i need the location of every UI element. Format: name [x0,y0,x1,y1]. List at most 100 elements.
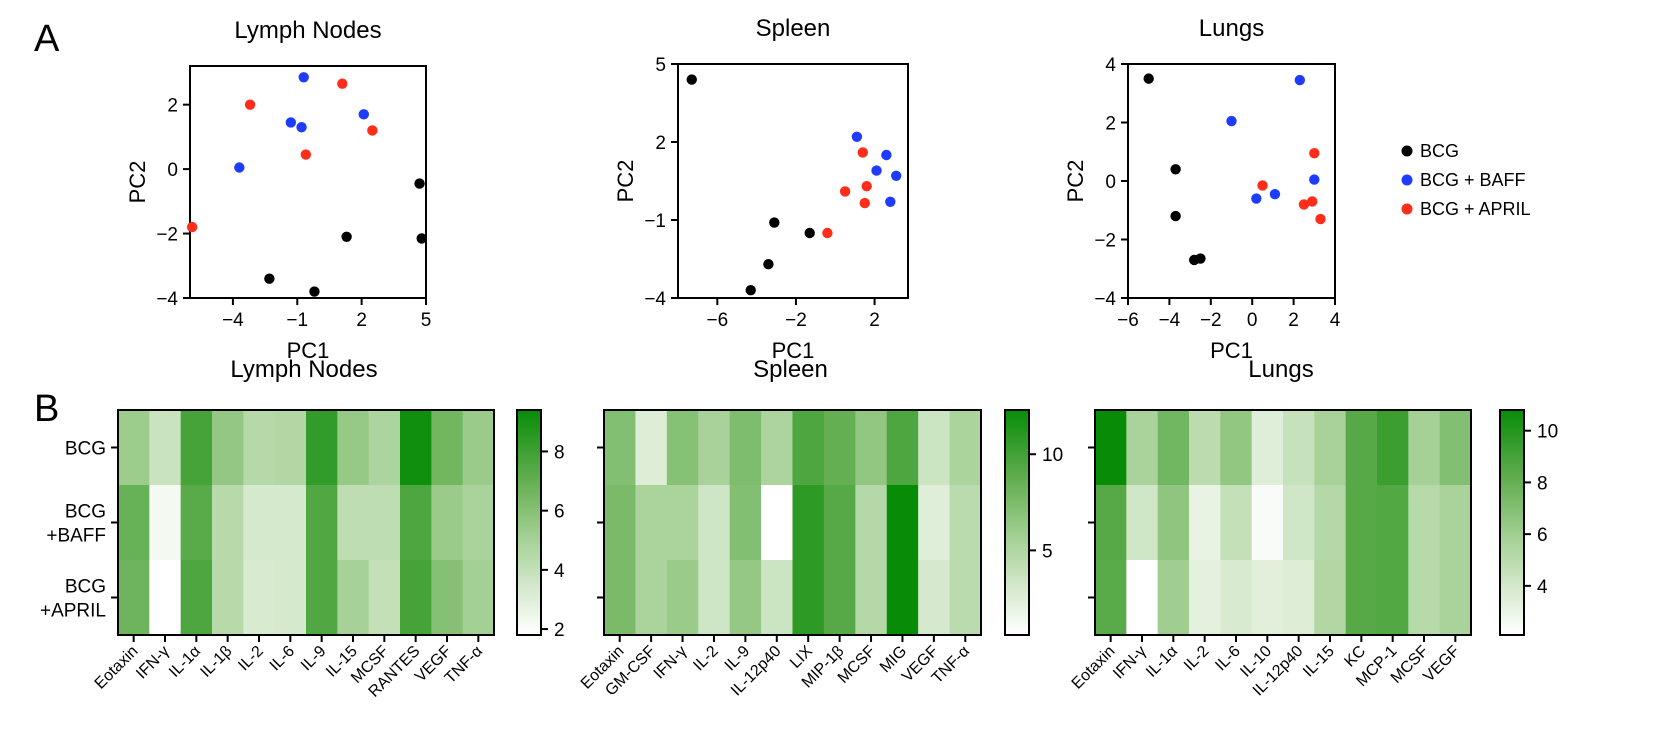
heatmap-cell [604,485,637,561]
heatmap-cell [1251,560,1284,636]
heatmap-cell [1283,485,1315,561]
heatmap-cell [180,560,213,636]
row-label-line: BCG [65,502,106,523]
heatmap-cell [431,560,464,636]
data-point [234,162,245,173]
heatmap-cell [243,560,276,636]
heatmap-cell [949,560,982,636]
heatmap-cell [149,485,182,561]
heatmap-cell [604,410,637,486]
heatmap-cell [1439,410,1472,486]
heatmap-cell [1220,485,1253,561]
heatmap-cell [1314,410,1347,486]
data-point [358,109,369,120]
x-tick-label: −4 [1159,310,1181,331]
colorbar-tick-label: 8 [554,442,565,463]
heatmap-cell [666,485,699,561]
heatmap-cell [118,560,150,636]
data-point [414,178,425,189]
data-point [1257,180,1268,191]
heatmap-cell [1157,410,1190,486]
data-point [1143,73,1154,84]
chart-title: Lymph Nodes [230,356,377,383]
colorbar-tick-label: 10 [1042,445,1063,466]
row-label: BCG +APRIL [40,577,106,622]
heatmap-cell [855,410,888,486]
data-point [763,259,774,270]
data-point [1170,210,1181,222]
chart-title: Spleen [756,15,831,42]
heatmap-cell [1251,485,1284,561]
x-axis-title: PC1 [287,338,330,363]
heatmap-cell [1251,410,1284,486]
heatmap-cell [855,485,888,561]
heatmap-cell [1283,560,1315,636]
heatmap-cell [792,560,825,636]
heatmap-cell [1314,560,1347,636]
heatmap-cell [118,485,150,561]
y-tick-label: −4 [156,289,178,310]
series-bcg-april [1257,148,1326,225]
x-tick-label: −4 [222,310,244,331]
column-label: IL-1β [197,643,235,681]
x-tick-label: −1 [286,310,308,331]
heatmap-cell [1189,485,1221,561]
y-tick-label: −1 [644,211,666,232]
data-point [309,286,320,297]
legend: BCG BCG + BAFF BCG + APRIL [1401,141,1531,219]
series-bcg [264,178,427,297]
data-point [1309,148,1320,159]
row-label: BCG +BAFF [46,502,106,547]
heatmap-cell [823,485,856,561]
colorbar-tick-label: 2 [554,620,565,641]
series-bcg-april [822,147,872,239]
column-label: IL-2 [690,643,722,675]
data-point [341,231,352,242]
heatmap-cell [1095,410,1127,486]
heatmap-cell [462,410,495,486]
heatmap-cell [761,410,794,486]
heatmap-cell [666,560,699,636]
heatmap-cell [306,485,338,561]
heatmap-cell [666,410,699,486]
data-point [686,74,697,85]
chart-title: Lungs [1199,15,1264,42]
data-point [416,233,427,244]
colorbar-tick-label: 5 [1042,541,1053,562]
heatmap-cell [792,485,825,561]
heatmap-cell [698,410,731,486]
y-tick-label: 4 [1105,55,1116,76]
column-label: IL-2 [235,643,267,675]
heatmap-cell [1095,560,1127,636]
data-point [1195,253,1206,264]
chart-title: Spleen [753,356,828,383]
data-point [1170,164,1181,175]
heatmap-cell [918,410,951,486]
data-point [871,165,882,176]
data-point [822,227,833,239]
column-label: IFN-γ [1110,643,1150,683]
column-label: IFN-γ [133,643,173,683]
colorbar [1004,409,1030,636]
colorbar [516,409,542,636]
x-tick-label: 2 [869,310,880,331]
plot-frame [1127,63,1336,299]
heatmap-cell [368,410,401,486]
heatmap-cell [149,560,182,636]
row-label-line: BCG [65,577,106,598]
heatmap-cell [368,560,401,636]
heatmap-cell [823,410,856,486]
series-bcg-baff [851,131,902,207]
data-point [885,196,896,207]
data-point [298,72,309,83]
heatmap-cell [635,485,668,561]
heatmap-cell [698,560,731,636]
heatmap-cell [886,485,919,561]
colorbar-tick-label: 8 [1537,473,1548,494]
chart-title: Lymph Nodes [234,17,381,44]
data-point [881,149,892,161]
data-point [891,170,902,181]
data-point [839,186,851,197]
data-point [285,117,297,128]
